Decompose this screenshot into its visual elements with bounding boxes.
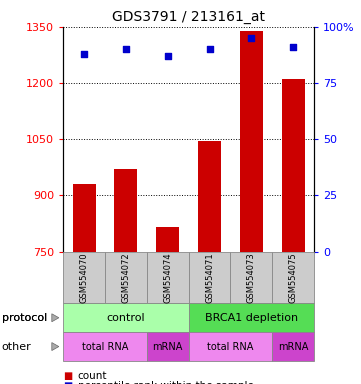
Point <box>248 35 254 41</box>
Text: ■: ■ <box>63 371 73 381</box>
Text: percentile rank within the sample: percentile rank within the sample <box>78 381 253 384</box>
Polygon shape <box>52 314 59 322</box>
Point <box>123 46 129 52</box>
Point <box>206 46 212 52</box>
Text: ■: ■ <box>63 381 73 384</box>
Text: GSM554073: GSM554073 <box>247 252 256 303</box>
Bar <box>282 79 305 252</box>
Bar <box>240 31 263 252</box>
Text: GSM554070: GSM554070 <box>79 252 88 303</box>
Text: GSM554072: GSM554072 <box>121 252 130 303</box>
Point <box>81 51 87 57</box>
Text: GSM554071: GSM554071 <box>205 252 214 303</box>
Bar <box>73 184 96 252</box>
Bar <box>114 169 138 252</box>
Text: mRNA: mRNA <box>278 341 308 352</box>
Text: control: control <box>106 313 145 323</box>
Point <box>165 53 171 59</box>
Text: other: other <box>2 341 31 352</box>
Title: GDS3791 / 213161_at: GDS3791 / 213161_at <box>112 10 265 25</box>
Text: protocol: protocol <box>2 313 47 323</box>
Text: protocol: protocol <box>2 313 47 323</box>
Text: count: count <box>78 371 107 381</box>
Text: total RNA: total RNA <box>207 341 254 352</box>
Bar <box>156 227 179 252</box>
Point <box>290 44 296 50</box>
Text: mRNA: mRNA <box>153 341 183 352</box>
Text: BRCA1 depletion: BRCA1 depletion <box>205 313 298 323</box>
Text: total RNA: total RNA <box>82 341 128 352</box>
Text: GSM554074: GSM554074 <box>163 252 172 303</box>
Text: GSM554075: GSM554075 <box>289 252 298 303</box>
Polygon shape <box>52 343 59 351</box>
Bar <box>198 141 221 252</box>
